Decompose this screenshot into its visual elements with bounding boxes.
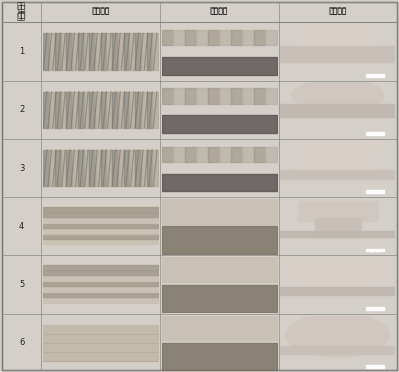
Text: 正面形貌: 正面形貌 (92, 8, 109, 15)
Text: 1mm: 1mm (369, 133, 380, 137)
Text: 1mm: 1mm (369, 250, 380, 254)
Bar (280, 287, 395, 295)
Text: 试验
编号: 试验 编号 (17, 1, 26, 21)
Text: 截面形貌: 截面形貌 (329, 8, 346, 15)
Text: 1mm: 1mm (369, 308, 380, 312)
Text: 正面形貌: 正面形貌 (91, 7, 110, 16)
Text: 3: 3 (19, 164, 24, 173)
Bar (280, 346, 395, 354)
Text: 1mm: 1mm (369, 192, 380, 195)
PathPatch shape (286, 257, 389, 290)
Bar (280, 231, 395, 237)
PathPatch shape (292, 141, 383, 179)
Text: 4: 4 (19, 222, 24, 231)
Text: 背面形貌: 背面形貌 (210, 7, 229, 16)
Ellipse shape (292, 79, 383, 112)
Text: 1: 1 (19, 47, 24, 56)
Text: 2: 2 (19, 105, 24, 114)
Bar (280, 46, 395, 62)
Ellipse shape (298, 2, 378, 57)
Text: 6: 6 (19, 339, 24, 347)
Bar (280, 170, 395, 179)
Text: 1mm: 1mm (369, 366, 380, 370)
Ellipse shape (286, 313, 389, 357)
Bar (280, 104, 395, 118)
Bar (315, 218, 361, 237)
Text: 背面形貌: 背面形貌 (211, 8, 228, 15)
Text: 5: 5 (19, 280, 24, 289)
Bar (298, 201, 378, 221)
Text: 试验
编号: 试验 编号 (18, 4, 26, 18)
Text: 1mm: 1mm (369, 75, 380, 79)
Text: 截面形貌: 截面形貌 (328, 7, 347, 16)
